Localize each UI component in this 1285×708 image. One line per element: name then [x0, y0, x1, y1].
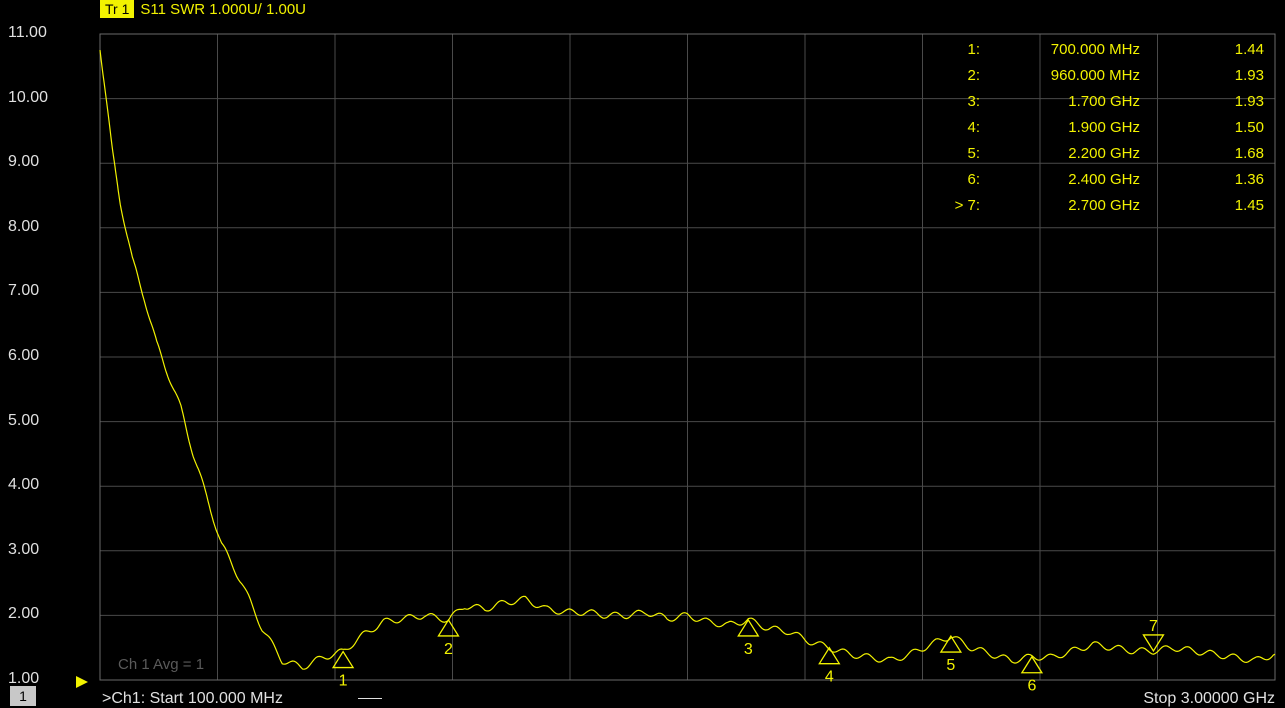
marker-id: 6: — [967, 170, 980, 188]
marker-value: 1.50 — [1234, 118, 1264, 136]
trace-tag[interactable]: Tr 1 — [100, 0, 135, 18]
y-tick-label: 1.00 — [8, 670, 40, 687]
marker-frequency: 1.700 GHz — [1068, 92, 1140, 110]
swr-trace — [99, 50, 1276, 670]
marker-id: 1: — [967, 40, 980, 58]
marker-row[interactable]: 6: 2.400 GHz 1.36 — [925, 166, 1270, 192]
marker-row[interactable]: 4: 1.900 GHz 1.50 — [925, 114, 1270, 140]
marker-2-label: 2 — [444, 641, 453, 658]
start-frequency-label[interactable]: >Ch1: Start 100.000 MHz — [102, 690, 283, 707]
marker-7-label: 7 — [1149, 618, 1158, 635]
marker-value: 1.44 — [1234, 40, 1264, 58]
marker-6-label: 6 — [1027, 678, 1036, 695]
marker-frequency: 2.700 GHz — [1068, 196, 1140, 214]
y-tick-label: 11.00 — [8, 24, 47, 41]
marker-frequency: 2.200 GHz — [1068, 144, 1140, 162]
marker-row[interactable]: > 7: 2.700 GHz 1.45 — [925, 192, 1270, 218]
y-tick-label: 5.00 — [8, 411, 40, 429]
reference-arrow-icon — [76, 676, 88, 688]
marker-id: 3: — [967, 92, 980, 110]
y-tick-label: 3.00 — [8, 540, 40, 558]
marker-id: > 7: — [954, 196, 980, 214]
marker-3-label: 3 — [744, 641, 753, 658]
plot-frame — [99, 33, 1276, 681]
y-tick-label: 10.00 — [8, 88, 49, 106]
avg-label: Ch 1 Avg = 1 — [118, 656, 205, 673]
marker-frequency: 2.400 GHz — [1068, 170, 1140, 188]
marker-value: 1.93 — [1234, 92, 1264, 110]
y-tick-label: 9.00 — [8, 153, 40, 171]
marker-7-triangle — [1142, 634, 1165, 653]
stop-frequency-label[interactable]: Stop 3.00000 GHz — [1143, 690, 1275, 707]
start-line-indicator — [358, 698, 382, 699]
marker-5-triangle — [939, 634, 963, 653]
marker-row[interactable]: 5: 2.200 GHz 1.68 — [925, 140, 1270, 166]
marker-row[interactable]: 3: 1.700 GHz 1.93 — [925, 88, 1270, 114]
marker-id: 4: — [967, 118, 980, 136]
marker-value: 1.68 — [1234, 144, 1264, 162]
marker-table: 1: 700.000 MHz 1.44 2: 960.000 MHz 1.93 3: 1.70… — [925, 36, 1270, 218]
y-tick-label: 4.00 — [8, 476, 40, 494]
marker-2-triangle — [437, 618, 460, 637]
channel-box[interactable]: 1 — [10, 686, 36, 706]
marker-value: 1.45 — [1234, 196, 1264, 214]
marker-id: 2: — [967, 66, 980, 84]
marker-6-triangle — [1020, 655, 1044, 674]
y-tick-label: 8.00 — [8, 217, 40, 235]
y-tick-label: 7.00 — [8, 282, 40, 300]
trace-title[interactable]: S11 SWR 1.000U/ 1.00U — [140, 0, 307, 18]
marker-1-triangle — [331, 650, 355, 669]
marker-1-label: 1 — [339, 673, 348, 690]
marker-value: 1.36 — [1234, 170, 1264, 188]
marker-5-label: 5 — [946, 657, 955, 674]
marker-id: 5: — [967, 144, 980, 162]
marker-4-label: 4 — [825, 669, 834, 686]
y-tick-label: 2.00 — [8, 605, 40, 623]
marker-3-triangle — [737, 618, 760, 637]
marker-value: 1.93 — [1234, 66, 1264, 84]
marker-4-triangle — [818, 646, 841, 665]
y-tick-label: 6.00 — [8, 347, 40, 364]
marker-frequency: 1.900 GHz — [1068, 118, 1140, 136]
marker-frequency: 960.000 MHz — [1050, 66, 1140, 84]
marker-row[interactable]: 2: 960.000 MHz 1.93 — [925, 62, 1270, 88]
marker-row[interactable]: 1: 700.000 MHz 1.44 — [925, 36, 1270, 62]
trace-header[interactable]: Tr 1 S11 SWR 1.000U/ 1.00U — [100, 0, 306, 26]
marker-frequency: 700.000 MHz — [1050, 40, 1140, 58]
